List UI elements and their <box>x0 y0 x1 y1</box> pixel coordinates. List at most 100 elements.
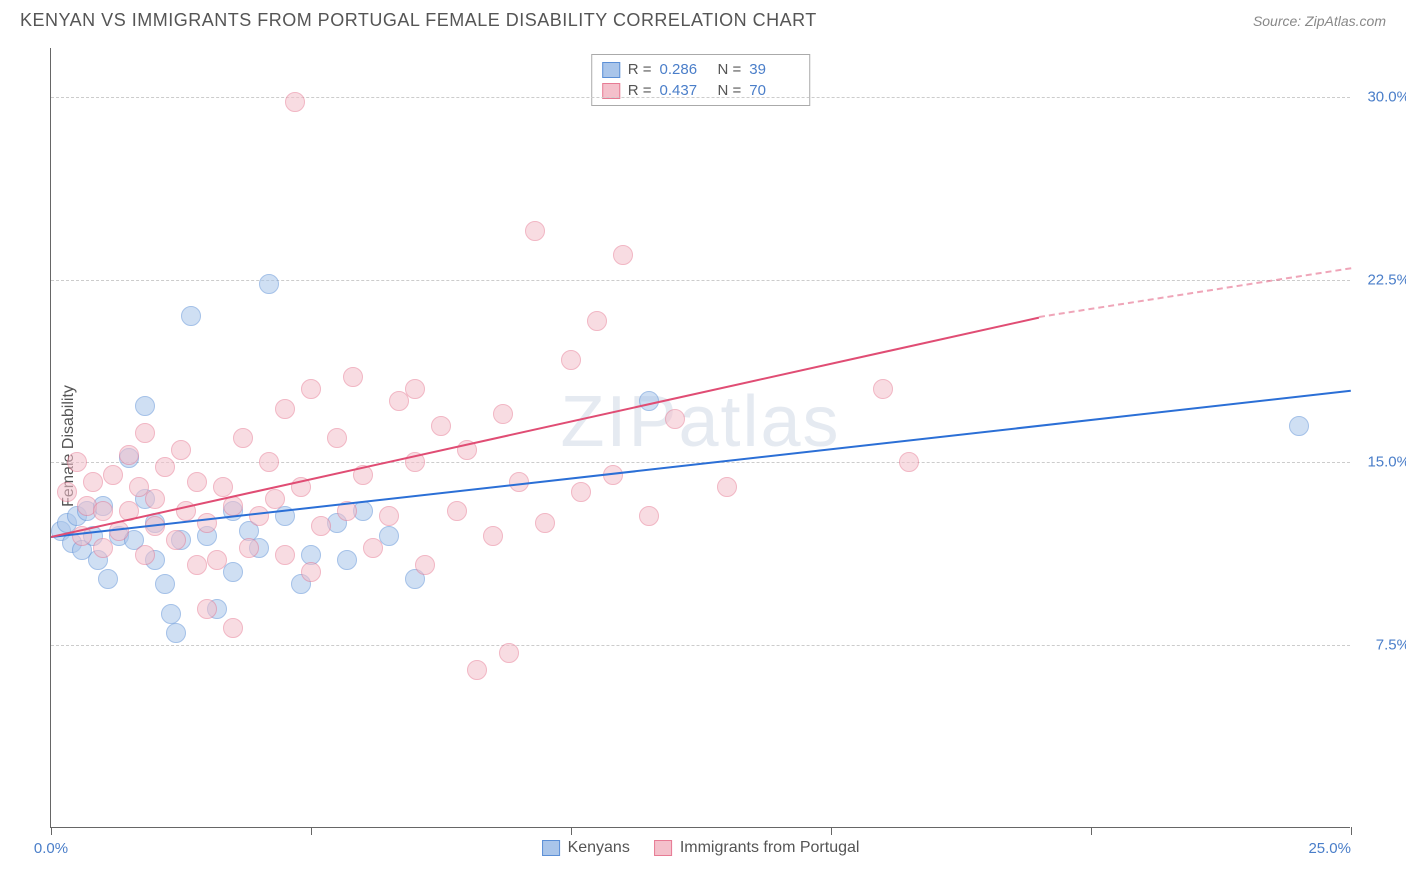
scatter-point <box>135 396 155 416</box>
legend-swatch <box>542 840 560 856</box>
legend-label: Kenyans <box>568 839 630 857</box>
scatter-point <box>171 440 191 460</box>
x-tick-label: 25.0% <box>1308 840 1351 857</box>
scatter-point <box>187 555 207 575</box>
scatter-point <box>93 501 113 521</box>
scatter-point <box>301 379 321 399</box>
chart-title: KENYAN VS IMMIGRANTS FROM PORTUGAL FEMAL… <box>20 10 817 31</box>
scatter-point <box>363 538 383 558</box>
scatter-point <box>145 489 165 509</box>
scatter-point <box>499 643 519 663</box>
scatter-point <box>265 489 285 509</box>
scatter-point <box>327 428 347 448</box>
scatter-point <box>431 416 451 436</box>
chart-header: KENYAN VS IMMIGRANTS FROM PORTUGAL FEMAL… <box>0 0 1406 39</box>
legend-item: Kenyans <box>542 839 630 857</box>
scatter-point <box>525 221 545 241</box>
scatter-point <box>665 409 685 429</box>
chart-plot-area: ZIPatlas R =0.286N =39R =0.437N =70 Keny… <box>50 48 1350 828</box>
scatter-point <box>161 604 181 624</box>
legend-swatch <box>654 840 672 856</box>
scatter-point <box>1289 416 1309 436</box>
trend-line <box>51 316 1039 537</box>
scatter-point <box>223 618 243 638</box>
scatter-point <box>337 550 357 570</box>
scatter-point <box>93 538 113 558</box>
trend-line-extrapolation <box>1039 267 1351 318</box>
x-tick <box>831 827 832 835</box>
legend-item: Immigrants from Portugal <box>654 839 860 857</box>
scatter-point <box>57 482 77 502</box>
scatter-point <box>103 465 123 485</box>
grid-line <box>51 97 1350 98</box>
scatter-point <box>249 506 269 526</box>
scatter-point <box>899 452 919 472</box>
scatter-point <box>275 545 295 565</box>
scatter-point <box>155 574 175 594</box>
x-tick <box>571 827 572 835</box>
chart-source: Source: ZipAtlas.com <box>1253 13 1386 29</box>
scatter-point <box>119 445 139 465</box>
n-label: N = <box>718 61 742 78</box>
scatter-point <box>259 274 279 294</box>
scatter-point <box>405 379 425 399</box>
scatter-point <box>259 452 279 472</box>
scatter-point <box>233 428 253 448</box>
scatter-point <box>587 311 607 331</box>
scatter-point <box>343 367 363 387</box>
n-value: 39 <box>749 61 799 78</box>
scatter-point <box>415 555 435 575</box>
x-tick <box>1351 827 1352 835</box>
scatter-point <box>83 472 103 492</box>
scatter-point <box>561 350 581 370</box>
x-tick <box>311 827 312 835</box>
scatter-point <box>873 379 893 399</box>
scatter-point <box>181 306 201 326</box>
scatter-point <box>275 399 295 419</box>
legend-stat-row: R =0.437N =70 <box>602 80 800 101</box>
y-tick-label: 22.5% <box>1367 271 1406 288</box>
scatter-point <box>187 472 207 492</box>
scatter-point <box>135 545 155 565</box>
x-tick-label: 0.0% <box>34 840 68 857</box>
scatter-point <box>311 516 331 536</box>
scatter-point <box>166 623 186 643</box>
scatter-point <box>67 452 87 472</box>
scatter-point <box>493 404 513 424</box>
scatter-point <box>197 599 217 619</box>
grid-line <box>51 645 1350 646</box>
scatter-point <box>447 501 467 521</box>
legend-label: Immigrants from Portugal <box>680 839 860 857</box>
scatter-point <box>207 550 227 570</box>
scatter-point <box>717 477 737 497</box>
y-tick-label: 7.5% <box>1376 637 1406 654</box>
y-tick-label: 30.0% <box>1367 88 1406 105</box>
scatter-point <box>535 513 555 533</box>
r-label: R = <box>628 61 652 78</box>
y-tick-label: 15.0% <box>1367 454 1406 471</box>
legend-swatch <box>602 62 620 78</box>
scatter-point <box>135 423 155 443</box>
scatter-point <box>166 530 186 550</box>
scatter-point <box>197 513 217 533</box>
scatter-point <box>571 482 591 502</box>
scatter-point <box>223 562 243 582</box>
legend-series: Kenyans Immigrants from Portugal <box>542 839 860 857</box>
x-tick <box>51 827 52 835</box>
x-tick <box>1091 827 1092 835</box>
r-value: 0.286 <box>660 61 710 78</box>
scatter-point <box>98 569 118 589</box>
scatter-point <box>239 538 259 558</box>
grid-line <box>51 280 1350 281</box>
scatter-point <box>223 496 243 516</box>
scatter-point <box>483 526 503 546</box>
scatter-point <box>155 457 175 477</box>
scatter-point <box>301 562 321 582</box>
scatter-point <box>613 245 633 265</box>
trend-line <box>51 389 1351 537</box>
scatter-point <box>467 660 487 680</box>
scatter-point <box>213 477 233 497</box>
legend-stats-box: R = 0.286 N = 39 R =0.437N =70 <box>591 54 811 106</box>
scatter-point <box>379 506 399 526</box>
legend-stat-row: R = 0.286 N = 39 <box>602 59 800 80</box>
